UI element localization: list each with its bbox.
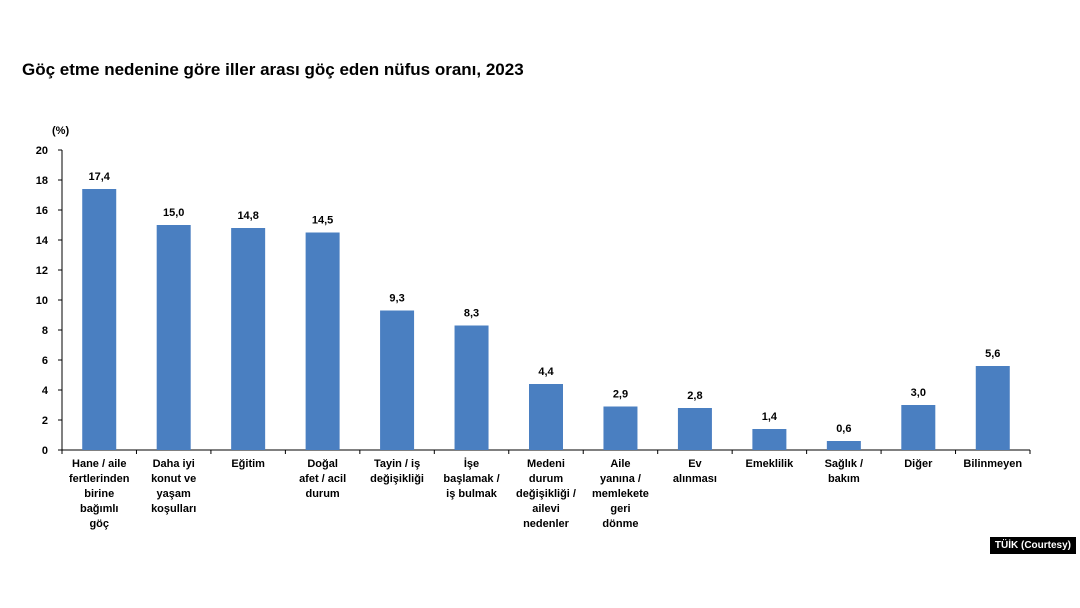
x-tick-label-line: Diğer [904, 458, 933, 470]
x-tick-label-line: fertlerinden [69, 473, 130, 485]
x-tick-label-line: geri [610, 503, 630, 515]
x-tick-label-line: yanına / [600, 473, 641, 485]
chart-title: Göç etme nedenine göre iller arası göç e… [22, 60, 524, 79]
x-tick-label-line: durum [529, 473, 563, 485]
y-tick-label: 14 [36, 235, 49, 247]
x-tick-label-line: alınması [673, 473, 717, 485]
x-tick-label: Hane / aile fertlerinden birine bağımlı göç [69, 458, 130, 530]
bar [529, 384, 563, 450]
data-label: 1,4 [762, 411, 778, 423]
x-tick-label: Sağlık / bakım [825, 458, 864, 485]
x-tick-label-line: Sağlık / [825, 458, 864, 470]
bar [156, 225, 191, 450]
y-tick-label: 2 [42, 415, 48, 427]
x-tick-label: Tayin / iş değişikliği [370, 458, 424, 485]
x-tick-label-line: dönme [602, 518, 638, 530]
x-tick-label: Aile yanına / memlekete geri dönme [592, 458, 649, 530]
x-tick-label-line: birine [84, 488, 114, 500]
data-label: 2,9 [613, 389, 628, 401]
data-label: 14,8 [237, 210, 258, 222]
data-label: 8,3 [464, 308, 479, 320]
data-label: 5,6 [985, 348, 1000, 360]
x-tick-label-line: Bilinmeyen [963, 458, 1022, 470]
x-tick-label-line: Doğal [307, 458, 338, 470]
y-tick-label: 8 [42, 325, 48, 337]
bar [380, 310, 415, 450]
y-tick-label: 16 [36, 205, 48, 217]
y-tick-label: 6 [42, 355, 48, 367]
x-tick-label-line: memlekete [592, 488, 649, 500]
bar [677, 408, 712, 450]
x-tick-label-line: İşe [464, 457, 479, 470]
bar [975, 366, 1010, 450]
x-tick-label-line: nedenler [523, 518, 570, 530]
x-tick-label-line: başlamak / [443, 473, 499, 485]
x-tick-label-line: bağımlı [80, 503, 119, 515]
data-label: 17,4 [89, 171, 111, 183]
x-tick-label-line: Daha iyi [153, 458, 195, 470]
credit-badge: TÜİK (Courtesy) [989, 537, 1076, 554]
x-tick-label-line: bakım [828, 473, 860, 485]
x-tick-label-line: Emeklilik [746, 458, 795, 470]
x-tick-label: Doğal afet / acil durum [299, 458, 346, 500]
x-tick-label: Bilinmeyen [963, 458, 1022, 470]
x-tick-label-line: konut ve [151, 473, 196, 485]
y-unit-label: (%) [52, 125, 69, 137]
data-label: 2,8 [687, 390, 702, 402]
data-label: 9,3 [389, 293, 404, 305]
x-tick-label-line: Eğitim [231, 458, 265, 470]
x-tick-label-line: iş bulmak [446, 488, 498, 500]
x-tick-label: Diğer [904, 458, 933, 470]
y-tick-label: 20 [36, 145, 48, 157]
y-tick-label: 4 [42, 385, 49, 397]
x-tick-label-line: değişikliği / [516, 488, 576, 500]
data-label: 0,6 [836, 423, 851, 435]
bar [454, 325, 489, 450]
data-label: 14,5 [312, 215, 333, 227]
x-tick-label-line: durum [305, 488, 339, 500]
data-label: 15,0 [163, 207, 184, 219]
bar [826, 441, 861, 450]
x-tick-label-line: Tayin / iş [374, 458, 420, 470]
x-tick-label: Medeni durum değişikliği / ailevi nedenler [516, 458, 576, 530]
x-tick-label-line: değişikliği [370, 473, 424, 485]
x-tick-label-line: göç [89, 518, 109, 530]
x-tick-label: Emeklilik [746, 458, 795, 470]
y-tick-label: 0 [42, 445, 48, 457]
bar [82, 189, 117, 450]
bar [752, 429, 787, 450]
data-label: 3,0 [911, 387, 926, 399]
x-tick-label-line: afet / acil [299, 473, 346, 485]
x-tick-label: İşe başlamak / iş bulmak [443, 457, 499, 500]
x-tick-label-line: ailevi [532, 503, 560, 515]
y-tick-label: 18 [36, 175, 48, 187]
y-tick-label: 10 [36, 295, 48, 307]
x-tick-label: Ev alınması [673, 458, 717, 485]
y-tick-label: 12 [36, 265, 48, 277]
x-tick-label: Daha iyi konut ve yaşam koşulları [151, 458, 196, 515]
x-tick-label-line: yaşam [157, 488, 191, 500]
x-tick-label: Eğitim [231, 458, 265, 470]
x-tick-label-line: Medeni [527, 458, 565, 470]
bar [901, 405, 936, 450]
bar [231, 228, 266, 450]
bar [603, 406, 638, 450]
x-tick-label-line: Ev [688, 458, 702, 470]
data-label: 4,4 [538, 366, 554, 378]
x-tick-label-line: koşulları [151, 503, 196, 515]
x-tick-label-line: Hane / aile [72, 458, 126, 470]
x-tick-label-line: Aile [610, 458, 630, 470]
bar [305, 232, 340, 450]
